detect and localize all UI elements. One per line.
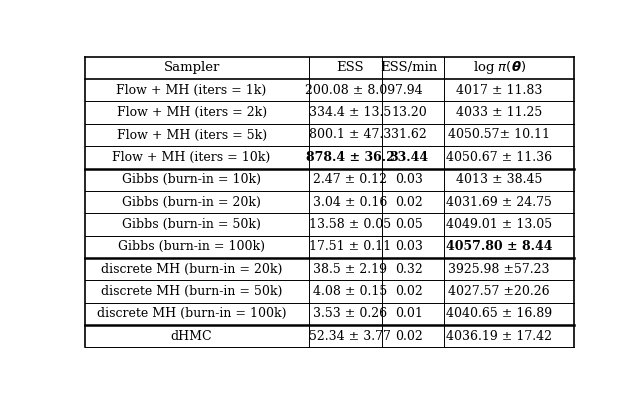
Text: 0.03: 0.03 (395, 173, 423, 186)
Text: 0.01: 0.01 (395, 307, 423, 320)
Text: 4036.19 ± 17.42: 4036.19 ± 17.42 (446, 330, 552, 343)
Text: 0.02: 0.02 (395, 330, 423, 343)
Text: 4.08 ± 0.15: 4.08 ± 0.15 (313, 285, 387, 298)
Text: Flow + MH (iters = 2k): Flow + MH (iters = 2k) (116, 106, 267, 119)
Text: ESS: ESS (337, 62, 364, 75)
Text: 31.62: 31.62 (391, 129, 427, 141)
Text: 4057.80 ± 8.44: 4057.80 ± 8.44 (446, 240, 552, 253)
Text: 878.4 ± 36.2: 878.4 ± 36.2 (306, 151, 395, 164)
Text: Flow + MH (iters = 1k): Flow + MH (iters = 1k) (116, 84, 267, 97)
Text: 3.53 ± 0.26: 3.53 ± 0.26 (313, 307, 387, 320)
Text: 4049.01 ± 13.05: 4049.01 ± 13.05 (446, 218, 552, 231)
Text: 0.03: 0.03 (395, 240, 423, 253)
Text: 0.02: 0.02 (395, 195, 423, 208)
Text: 4031.69 ± 24.75: 4031.69 ± 24.75 (446, 195, 552, 208)
Text: 3.04 ± 0.16: 3.04 ± 0.16 (313, 195, 387, 208)
Text: 200.08 ± 8.09: 200.08 ± 8.09 (305, 84, 396, 97)
Text: 4040.65 ± 16.89: 4040.65 ± 16.89 (446, 307, 552, 320)
Text: Sampler: Sampler (163, 62, 220, 75)
Text: 334.4 ± 13.5: 334.4 ± 13.5 (309, 106, 392, 119)
Text: Gibbs (burn-in = 100k): Gibbs (burn-in = 100k) (118, 240, 265, 253)
Text: 4027.57 ±20.26: 4027.57 ±20.26 (448, 285, 550, 298)
Text: discrete MH (burn-in = 100k): discrete MH (burn-in = 100k) (97, 307, 286, 320)
Text: 0.05: 0.05 (395, 218, 423, 231)
Text: 2.47 ± 0.12: 2.47 ± 0.12 (314, 173, 387, 186)
Text: 4013 ± 38.45: 4013 ± 38.45 (456, 173, 542, 186)
Text: dHMC: dHMC (171, 330, 212, 343)
Text: 52.34 ± 3.77: 52.34 ± 3.77 (309, 330, 391, 343)
Text: Gibbs (burn-in = 10k): Gibbs (burn-in = 10k) (122, 173, 261, 186)
Text: ESS/min: ESS/min (380, 62, 438, 75)
Text: log $\pi(\boldsymbol{\theta})$: log $\pi(\boldsymbol{\theta})$ (472, 60, 525, 77)
Text: Flow + MH (iters = 10k): Flow + MH (iters = 10k) (113, 151, 271, 164)
Text: 13.58 ± 0.05: 13.58 ± 0.05 (309, 218, 392, 231)
Text: 4033 ± 11.25: 4033 ± 11.25 (456, 106, 542, 119)
Text: Gibbs (burn-in = 50k): Gibbs (burn-in = 50k) (122, 218, 261, 231)
Text: 3925.98 ±57.23: 3925.98 ±57.23 (449, 262, 550, 276)
Text: 33.44: 33.44 (389, 151, 428, 164)
Text: Gibbs (burn-in = 20k): Gibbs (burn-in = 20k) (122, 195, 261, 208)
Text: discrete MH (burn-in = 20k): discrete MH (burn-in = 20k) (101, 262, 282, 276)
Text: Flow + MH (iters = 5k): Flow + MH (iters = 5k) (116, 129, 267, 141)
Text: 800.1 ± 47.3: 800.1 ± 47.3 (309, 129, 392, 141)
Text: 7.94: 7.94 (395, 84, 422, 97)
Text: 0.32: 0.32 (395, 262, 423, 276)
Text: 4050.57± 10.11: 4050.57± 10.11 (448, 129, 550, 141)
Text: 0.02: 0.02 (395, 285, 423, 298)
Text: 4017 ± 11.83: 4017 ± 11.83 (456, 84, 542, 97)
Text: 38.5 ± 2.19: 38.5 ± 2.19 (314, 262, 387, 276)
Text: 17.51 ± 0.11: 17.51 ± 0.11 (309, 240, 392, 253)
Text: 13.20: 13.20 (391, 106, 427, 119)
Text: discrete MH (burn-in = 50k): discrete MH (burn-in = 50k) (101, 285, 282, 298)
Text: 4050.67 ± 11.36: 4050.67 ± 11.36 (446, 151, 552, 164)
